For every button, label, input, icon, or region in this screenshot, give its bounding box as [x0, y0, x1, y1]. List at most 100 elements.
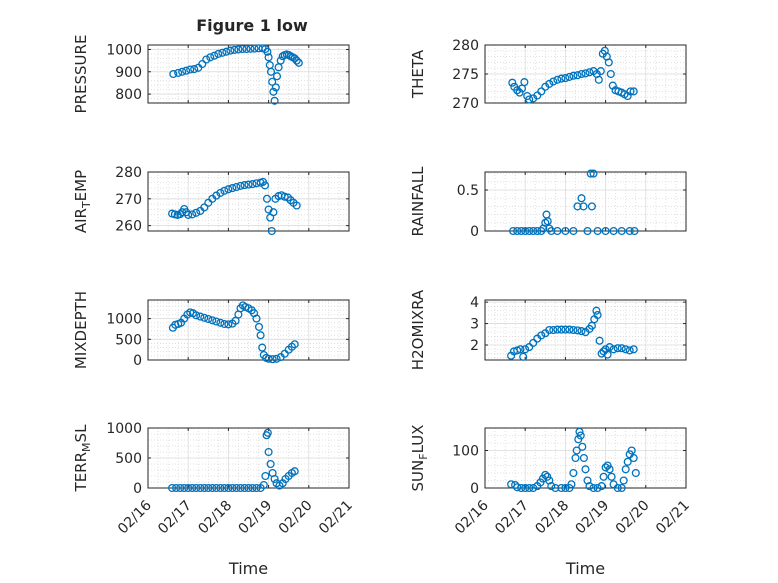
- y-axis-label: RAINFALL: [409, 166, 427, 237]
- data-point: [234, 45, 243, 54]
- y-tick-label: 0: [133, 353, 142, 369]
- data-point: [569, 325, 578, 335]
- data-point: [617, 483, 626, 493]
- data-point: [509, 226, 518, 236]
- data-point: [262, 194, 272, 203]
- data-point: [595, 336, 604, 345]
- data-point: [561, 325, 570, 334]
- y-tick-label: 2: [470, 338, 479, 354]
- data-point: [517, 226, 526, 236]
- data-point: [549, 77, 558, 86]
- data-point: [589, 483, 598, 493]
- data-point: [604, 58, 613, 67]
- data-point: [605, 465, 614, 474]
- data-point: [204, 314, 213, 324]
- data-point: [224, 320, 233, 329]
- data-point: [220, 319, 229, 329]
- data-point: [269, 208, 278, 217]
- data-point: [269, 87, 278, 96]
- data-point: [577, 69, 586, 79]
- data-point: [204, 483, 213, 493]
- data-point: [168, 483, 177, 493]
- data-point: [573, 71, 582, 80]
- plot-area: [485, 172, 686, 231]
- data-point: [259, 480, 268, 490]
- data-point: [248, 180, 257, 189]
- subplot-air-temp: 260 270 280 AIRTEMP: [72, 165, 350, 236]
- data-point: [206, 53, 215, 62]
- data-point: [272, 354, 281, 363]
- data-point: [606, 69, 615, 79]
- data-point: [248, 483, 257, 493]
- data-point: [238, 44, 247, 54]
- data-point: [553, 75, 562, 84]
- y-axis-label-rest: EMP: [72, 170, 90, 201]
- data-point: [294, 58, 303, 67]
- subplot-rainfall: 0 0.5 RAINFALL: [409, 166, 687, 240]
- data-point: [226, 46, 235, 55]
- axes-box: [484, 171, 687, 232]
- data-point: [268, 77, 277, 86]
- y-axis-label-main: TERR: [72, 452, 90, 493]
- data-point: [561, 226, 570, 236]
- data-point: [609, 345, 618, 354]
- y-tick-label: 280: [115, 165, 142, 181]
- data-point: [517, 483, 526, 493]
- y-tick-label: 1000: [106, 42, 142, 58]
- data-point: [516, 345, 525, 354]
- data-point: [250, 44, 259, 53]
- data-point: [583, 226, 592, 236]
- data-point: [190, 65, 199, 74]
- data-point: [264, 354, 273, 363]
- data-point: [565, 325, 574, 334]
- axes-box: [484, 299, 687, 361]
- data-point: [272, 72, 282, 81]
- data-point: [184, 483, 193, 493]
- data-point: [525, 483, 534, 493]
- data-point: [218, 48, 227, 57]
- data-point: [515, 88, 524, 97]
- data-point: [228, 483, 237, 493]
- data-point: [572, 446, 581, 455]
- data-point: [593, 226, 602, 236]
- data-point: [593, 483, 602, 493]
- y-tick-label: 0: [470, 224, 479, 240]
- data-point: [292, 201, 301, 210]
- data-point: [525, 226, 534, 236]
- data-point: [573, 202, 582, 211]
- data-point: [557, 483, 566, 493]
- data-point: [569, 71, 578, 80]
- data-point: [180, 483, 189, 493]
- data-point: [276, 56, 285, 65]
- data-point: [252, 483, 261, 493]
- data-point: [254, 322, 264, 331]
- data-point: [525, 95, 534, 104]
- data-point: [244, 180, 253, 189]
- data-point: [280, 349, 289, 358]
- data-point: [220, 186, 229, 195]
- data-point: [216, 318, 225, 327]
- data-point: [607, 472, 616, 481]
- y-axis-label-rest: SL: [72, 424, 90, 443]
- y-tick-label: 275: [452, 67, 479, 83]
- axes-box: [147, 44, 350, 104]
- data-point: [585, 482, 594, 491]
- data-point: [519, 352, 528, 361]
- data-point: [200, 203, 209, 212]
- data-point: [617, 344, 626, 353]
- data-point: [513, 483, 522, 492]
- data-point: [537, 331, 546, 340]
- data-point: [216, 483, 225, 493]
- subplot-theta: 270 275 280 THETA: [409, 38, 687, 112]
- data-point: [567, 480, 576, 489]
- data-point: [196, 312, 205, 321]
- data-point: [537, 87, 546, 96]
- data-point: [280, 192, 289, 201]
- data-point: [266, 459, 275, 469]
- data-point: [571, 453, 580, 463]
- y-tick-label: 3: [470, 317, 479, 333]
- y-axis-label-rest: LUX: [409, 425, 427, 454]
- data-point: [200, 483, 209, 493]
- data-point: [186, 65, 195, 74]
